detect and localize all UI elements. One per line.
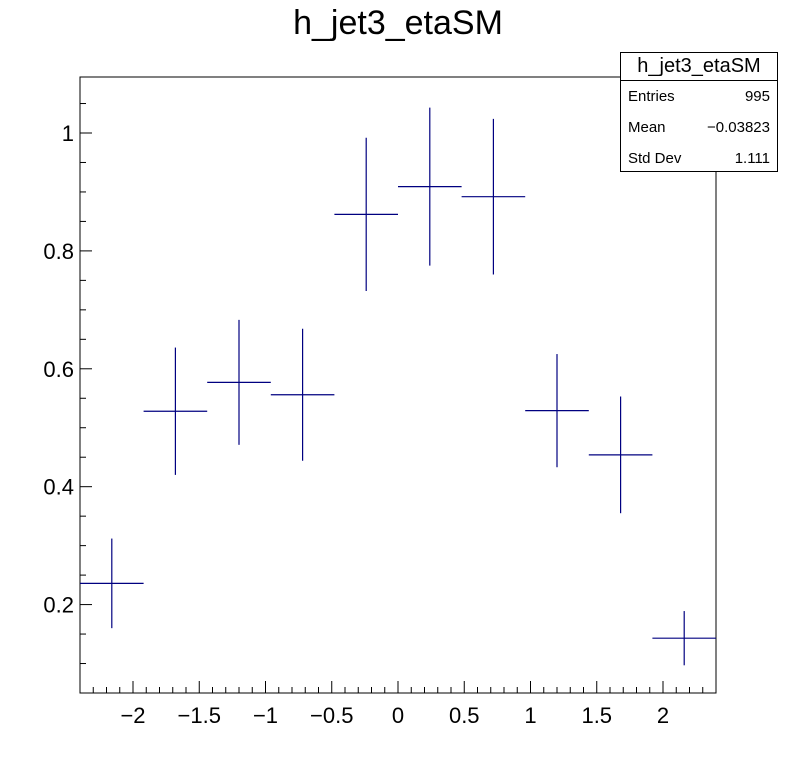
x-tick-label: 1 <box>524 703 536 728</box>
x-tick-label: −2 <box>120 703 145 728</box>
x-tick-label: −0.5 <box>310 703 353 728</box>
stats-row-entries: Entries 995 <box>621 81 777 112</box>
data-marks-group <box>80 107 716 666</box>
data-point <box>207 319 271 445</box>
data-point <box>461 118 526 275</box>
x-tick-label: −1.5 <box>178 703 221 728</box>
x-tick-label: 0.5 <box>449 703 480 728</box>
stats-title: h_jet3_etaSM <box>621 53 777 81</box>
data-point <box>80 538 144 629</box>
y-tick-label: 0.8 <box>43 239 74 264</box>
x-tick-label: 0 <box>392 703 404 728</box>
data-point <box>398 107 462 266</box>
y-tick-label: 0.4 <box>43 475 74 500</box>
stats-entries-label: Entries <box>628 88 675 105</box>
stats-stddev-value: 1.111 <box>734 150 770 167</box>
x-tick-label: −1 <box>253 703 278 728</box>
axes-group: −2 −1.5 −1 −0.5 0 0.5 1 1.5 2 0.2 0.4 0.6 0.8 1 <box>43 103 717 728</box>
data-point <box>270 328 335 461</box>
stats-stddev-label: Std Dev <box>628 150 682 167</box>
data-point <box>143 347 208 475</box>
stats-row-stddev: Std Dev 1.111 <box>621 143 777 174</box>
stats-box: h_jet3_etaSM Entries 995 Mean −0.03823 S… <box>620 52 778 172</box>
x-tick-label: 2 <box>657 703 669 728</box>
data-point <box>525 354 589 468</box>
y-tick-label: 0.6 <box>43 357 74 382</box>
data-point <box>334 137 398 291</box>
y-tick-label: 0.2 <box>43 593 74 618</box>
stats-mean-value: −0.03823 <box>707 119 770 136</box>
y-tick-label: 1 <box>62 121 74 146</box>
data-point <box>588 396 653 514</box>
stats-entries-value: 995 <box>744 88 770 105</box>
x-tick-label: 1.5 <box>581 703 612 728</box>
stats-mean-label: Mean <box>628 119 666 136</box>
chart-title: h_jet3_etaSM <box>293 4 503 42</box>
stats-row-mean: Mean −0.03823 <box>621 112 777 143</box>
data-point <box>652 611 716 666</box>
